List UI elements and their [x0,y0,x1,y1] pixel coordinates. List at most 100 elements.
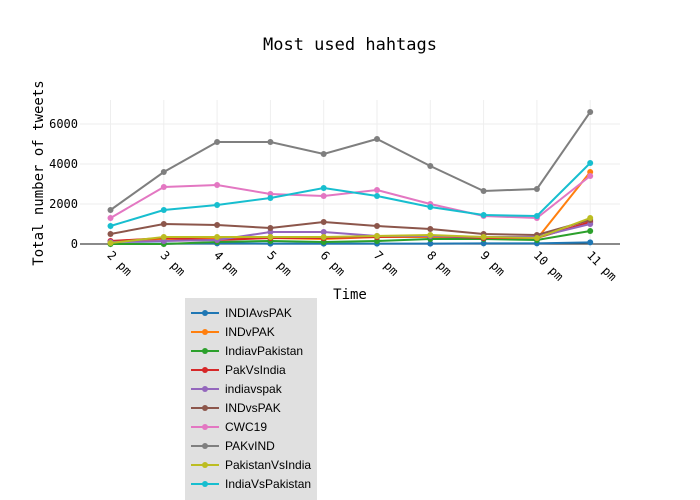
legend-label: PakistanVsIndia [225,458,311,472]
data-point [267,139,274,145]
data-point [320,234,327,240]
data-point [160,207,167,213]
data-point [427,163,434,169]
legend-swatch-marker [202,424,208,430]
legend-swatch-marker [202,462,208,468]
x-tick-label: 6 pm [318,248,348,278]
data-point [533,213,540,219]
data-point [587,173,594,179]
legend-item[interactable]: INDvsPAK [191,401,281,415]
series-line [109,111,592,211]
data-point [214,234,221,240]
data-point [160,221,167,227]
legend-label: INDvsPAK [225,401,281,415]
series-line [110,219,591,237]
series-line [110,230,591,245]
y-axis-label: Total number of tweets [31,80,47,265]
data-point [320,229,327,235]
x-tick-label: 8 pm [424,248,454,278]
y-tick-label: 0 [71,237,78,251]
legend-label: indiavspak [225,382,283,396]
series-line [110,217,591,244]
x-axis-label: Time [333,287,367,303]
data-point [320,219,327,225]
x-tick-label: 2 pm [104,248,134,278]
data-point [533,186,540,192]
series-line [109,175,591,220]
data-point [427,204,434,210]
data-point [374,136,380,142]
y-tick-label: 6000 [49,117,78,131]
legend-item[interactable]: IndiavPakistan [191,344,303,358]
data-point [480,234,487,240]
data-point [374,223,380,229]
data-point [160,184,167,190]
legend-label: IndiaVsPakistan [225,477,311,491]
legend-item[interactable]: indiavspak [191,382,283,396]
legend-item[interactable]: PakistanVsIndia [191,458,311,472]
x-tick-labels: 2 pm 3 pm 4 pm 5 pm 6 pm 7 pm 8 pm 9 pm 10 pm 11 … [104,248,619,283]
x-tick-label: 4 pm [211,248,241,278]
vertical-gridlines [110,100,591,248]
data-point [107,207,114,213]
data-point [427,232,434,238]
legend-swatch-marker [202,329,208,335]
data-point [374,233,380,239]
data-point [427,240,434,247]
legend: INDIAvsPAK INDvPAK IndiavPakistan PakVsIndi… [185,298,317,500]
legend-label: PAKvIND [225,439,275,453]
legend-label: IndiavPakistan [225,344,303,358]
legend-item[interactable]: PakVsIndia [191,363,286,377]
legend-swatch-marker [202,348,208,354]
legend-swatch-marker [202,405,208,411]
series-line [110,162,591,227]
horizontal-gridlines [80,123,620,205]
data-point [214,182,221,188]
legend-item[interactable]: PAKvIND [191,439,275,453]
series-cwc19 [107,173,594,221]
legend-label: INDvPAK [225,325,275,339]
data-point [533,235,540,241]
data-point [374,193,380,199]
legend-item[interactable]: INDIAvsPAK [191,306,292,320]
legend-swatch-marker [202,367,208,373]
data-point [480,188,487,194]
y-tick-label: 2000 [49,197,78,211]
legend-item[interactable]: INDvPAK [191,325,275,339]
data-point [320,193,327,199]
series-indiavspakistan [107,160,594,229]
y-tick-label: 4000 [49,157,78,171]
series-line [110,171,591,243]
data-point [107,223,114,229]
data-point [587,228,594,234]
legend-item[interactable]: IndiaVsPakistan [191,477,311,491]
x-tick-label: 7 pm [371,248,401,278]
chart-title: Most used hahtags [263,35,437,55]
data-point [427,226,434,232]
data-point [107,240,114,246]
legend-label: INDIAvsPAK [225,306,292,320]
data-point [587,160,594,166]
data-point [107,215,114,221]
series-pakistanvsindia [107,215,594,246]
data-point [267,225,274,231]
x-tick-label: 3 pm [158,248,188,278]
y-tick-labels: 0 2000 4000 6000 [49,117,78,251]
x-tick-label: 5 pm [264,248,294,278]
x-tick-label: 9 pm [477,248,507,278]
data-point [214,139,221,145]
legend-item[interactable]: CWC19 [191,420,267,434]
series-pakvind [107,109,594,213]
data-point [587,215,594,221]
legend-swatch-marker [202,310,208,316]
data-point [587,109,594,115]
x-tick-label: 11 pm [584,248,619,283]
data-point [480,212,487,218]
data-point [214,202,221,208]
data-point [267,195,274,201]
legend-swatch-marker [202,386,208,392]
legend-swatch-marker [202,443,208,449]
data-point [320,151,327,157]
data-point [160,234,167,240]
